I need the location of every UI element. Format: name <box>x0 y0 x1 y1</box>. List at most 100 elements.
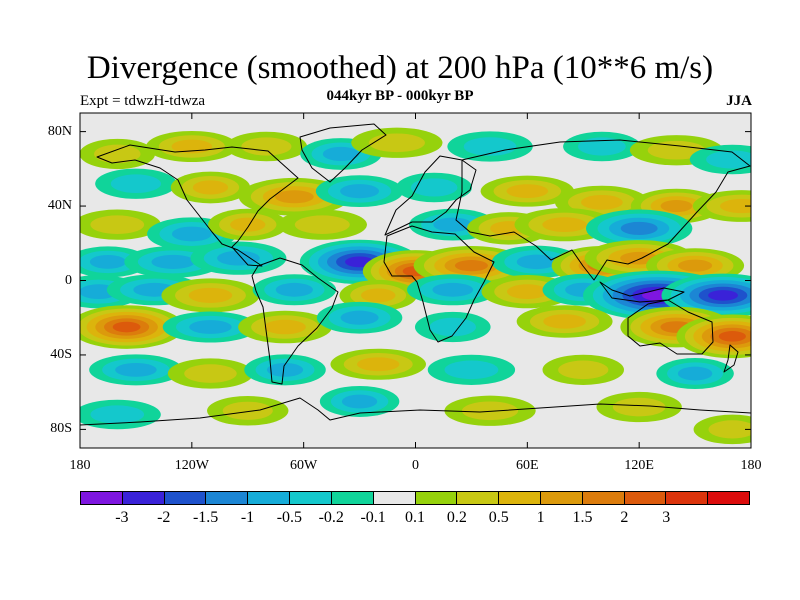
contour-level <box>543 314 586 329</box>
x-tick-label: 60W <box>290 458 318 473</box>
field-anomaly <box>315 175 404 208</box>
contour-level <box>719 199 751 214</box>
field-anomaly <box>596 391 682 423</box>
contour-level <box>463 137 517 156</box>
colorbar-swatch <box>666 492 709 504</box>
x-tick-label: 60E <box>516 458 539 473</box>
coastline-australia <box>627 299 714 355</box>
coastline-new-zealand <box>723 344 739 373</box>
coastline-antarctica <box>80 397 751 426</box>
plot-subtitle: 044kyr BP - 000kyr BP <box>326 88 474 104</box>
contour-level <box>115 362 157 377</box>
field-anomaly <box>656 358 734 390</box>
field-anomaly <box>689 144 751 175</box>
contour-level <box>444 360 499 380</box>
field-anomaly <box>146 131 238 162</box>
field-anomaly <box>225 131 308 162</box>
axis-ticks <box>79 113 752 448</box>
field-anomaly <box>585 209 693 248</box>
colorbar-label: -1.5 <box>192 509 219 526</box>
contour-level <box>516 254 557 270</box>
contour-level <box>578 137 626 156</box>
contour-level <box>275 282 313 297</box>
contour-level <box>647 140 706 160</box>
colorbar-label: -2 <box>157 509 171 526</box>
field-anomaly <box>80 305 184 349</box>
contour-level <box>620 221 658 235</box>
colorbar-label: -1 <box>240 509 255 526</box>
contour-level <box>581 194 623 210</box>
field-anomaly <box>207 396 289 426</box>
contour-level <box>188 287 233 303</box>
y-tick-label: 40N <box>47 198 72 214</box>
colorbar <box>80 491 750 505</box>
contour-level <box>432 282 474 297</box>
field-anomaly <box>692 190 751 222</box>
coastline-south-america <box>251 257 339 385</box>
coastline-greenland <box>299 123 387 183</box>
colorbar-label: 0.5 <box>488 509 509 526</box>
field-anomaly <box>693 414 751 445</box>
contour-level <box>192 180 229 195</box>
contour-level <box>222 401 273 420</box>
x-tick-label: 0 <box>412 458 419 473</box>
experiment-label: Expt = tdwzH-tdwza <box>80 93 206 109</box>
contour-level <box>241 137 292 156</box>
contour-level <box>461 401 519 421</box>
colorbar-label: -0.1 <box>360 509 386 526</box>
contour-level <box>558 360 609 380</box>
contour-level <box>542 217 587 233</box>
contour-level <box>90 215 145 234</box>
colorbar-swatch <box>415 492 458 504</box>
field-anomaly <box>80 138 156 170</box>
y-tick-label: 80N <box>47 123 72 139</box>
field-anomaly <box>516 305 613 338</box>
field-anomaly <box>319 385 400 417</box>
contour-level <box>612 397 666 417</box>
y-tick-label: 0 <box>65 272 72 288</box>
contour-level <box>678 259 713 272</box>
contour-level <box>217 250 260 266</box>
field-anomaly <box>95 168 177 199</box>
field-anomaly <box>80 209 161 240</box>
field-anomaly <box>676 314 751 359</box>
contour-level <box>89 255 127 269</box>
colorbar-label: 0.2 <box>446 509 467 526</box>
y-tick-label: 40S <box>50 346 72 362</box>
field-anomaly <box>161 278 260 313</box>
contour-level <box>340 310 379 325</box>
colorbar-label: 0.1 <box>405 509 425 526</box>
coastline-indonesia <box>599 281 685 303</box>
contour-level <box>506 284 548 300</box>
colorbar-label: -3 <box>115 509 129 526</box>
colorbar-swatch <box>624 492 667 504</box>
field-anomaly <box>316 301 403 334</box>
field-anomaly <box>661 273 751 318</box>
contour-level <box>189 320 232 334</box>
contour-level <box>708 420 751 439</box>
field-anomaly <box>542 354 624 385</box>
coastlines <box>80 123 751 426</box>
contour-level <box>506 184 549 199</box>
contour-level <box>322 146 360 161</box>
colorbar-swatch <box>457 492 500 504</box>
coastline-africa <box>383 225 495 343</box>
contour-level <box>708 290 738 301</box>
field-anomaly <box>167 358 254 389</box>
field-anomaly <box>89 354 183 386</box>
colorbar-swatch <box>81 492 123 504</box>
colorbar-swatch <box>582 492 625 504</box>
field-anomaly <box>351 127 443 158</box>
colorbar-swatch <box>122 492 165 504</box>
field-anomaly <box>190 241 287 275</box>
field-anomaly <box>447 131 533 162</box>
contour-level <box>151 254 195 269</box>
colorbar-swatch <box>164 492 207 504</box>
contour-level <box>433 217 473 232</box>
colorbar-swatch <box>540 492 583 504</box>
contour-level <box>112 321 141 333</box>
contour-level <box>677 366 713 381</box>
field-anomaly <box>238 310 332 344</box>
colorbar-label: 3 <box>662 509 671 526</box>
